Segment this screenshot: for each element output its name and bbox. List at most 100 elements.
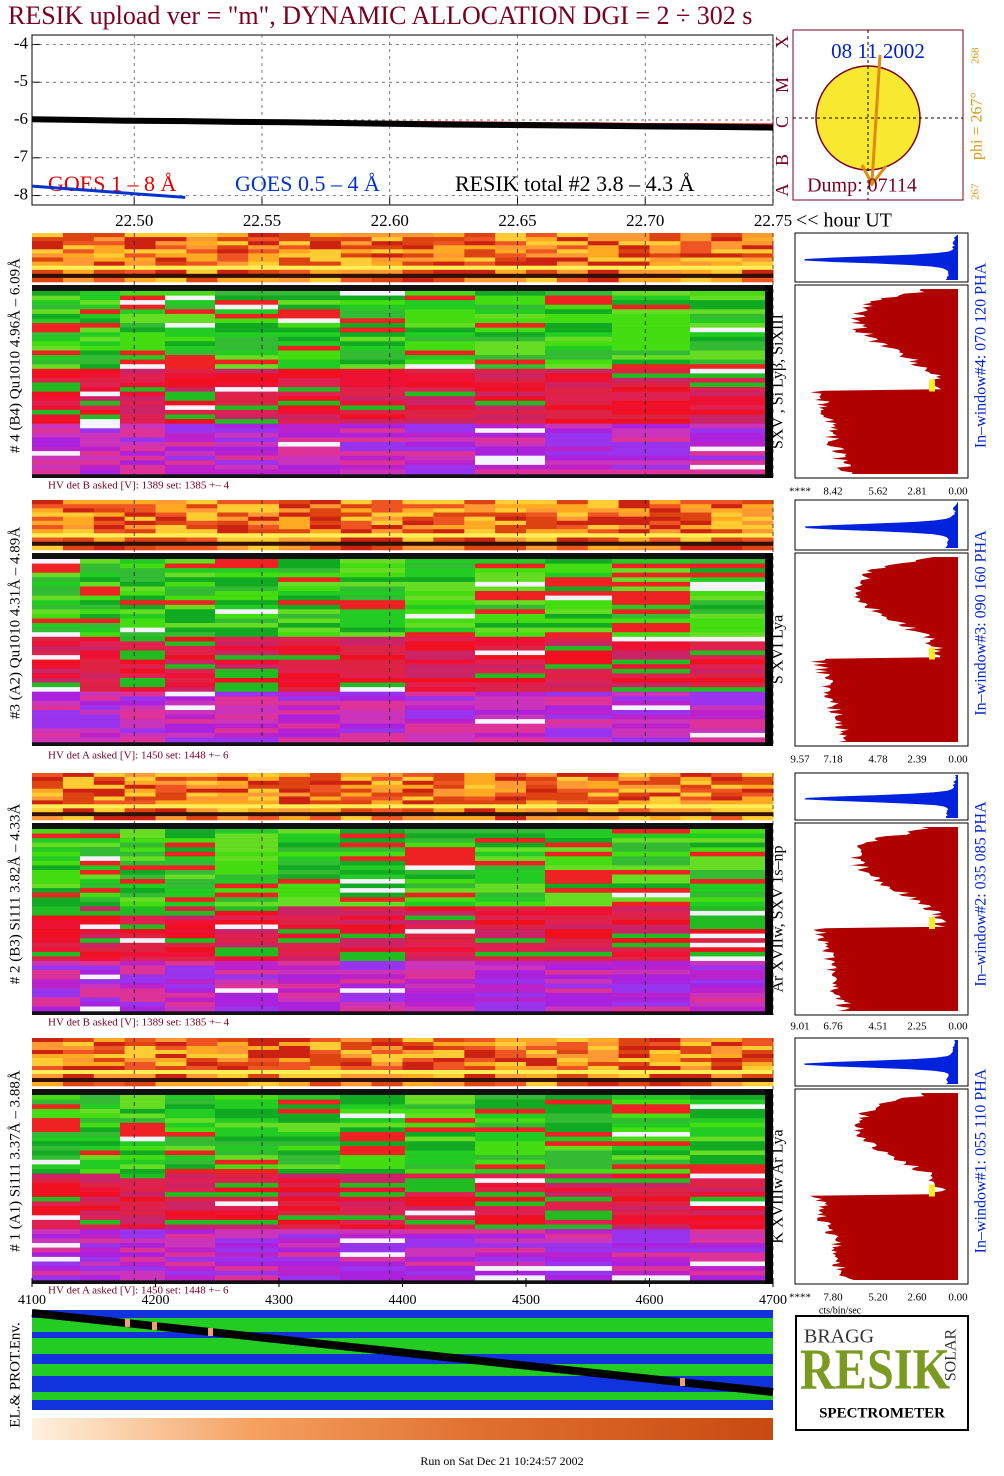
- strip-cell: [495, 808, 527, 813]
- strip-cell: [155, 277, 187, 283]
- strip-cell: [587, 541, 620, 547]
- spectrogram-cell: [545, 419, 612, 424]
- spectrogram-cell: [475, 359, 545, 365]
- strip-cell: [464, 816, 496, 821]
- spectrogram-cell: [690, 409, 765, 415]
- spectrogram-cell: [120, 961, 165, 966]
- strip-cell: [279, 1050, 311, 1055]
- strip-cell: [742, 545, 774, 551]
- channel-window: In–window#3: 090 160 PHA: [973, 530, 990, 716]
- spectrogram-cell: [32, 345, 80, 351]
- spectrogram-cell: [215, 572, 278, 578]
- strip-cell: [618, 237, 650, 242]
- spectrogram-cell: [32, 572, 80, 578]
- strip-cell: [587, 516, 620, 522]
- spectrogram-cell: [612, 1145, 690, 1151]
- spectrogram-cell: [165, 636, 215, 642]
- spectrogram-cell: [475, 979, 545, 984]
- spectrogram-cell: [405, 645, 475, 651]
- spectrogram-cell: [215, 1270, 278, 1276]
- spectrogram-cell: [120, 400, 165, 406]
- strip-cell: [464, 249, 496, 254]
- spectrogram-cell: [405, 559, 475, 564]
- env-marker: [208, 1328, 213, 1336]
- spectrogram-cell: [405, 1229, 475, 1234]
- spectrogram-cell: [475, 641, 545, 647]
- spectrogram-cell: [690, 983, 765, 989]
- spectrogram-cell: [340, 879, 405, 884]
- spectrogram-cell: [165, 1266, 215, 1271]
- strip-cell: [433, 249, 465, 254]
- spectrogram-cell: [545, 645, 612, 651]
- spectrogram-cell: [120, 965, 165, 971]
- spectrogram-cell: [405, 1145, 475, 1151]
- spectrogram-cell: [340, 664, 405, 670]
- spectrogram-cell: [475, 956, 545, 962]
- spectrogram-cell: [475, 1219, 545, 1225]
- strip-cell: [93, 1038, 126, 1043]
- spectrogram-cell: [405, 897, 475, 903]
- strip-cell: [371, 512, 403, 517]
- spectrogram-cell: [690, 451, 765, 456]
- spectrogram-cell: [120, 956, 165, 962]
- spectrogram-cell: [32, 627, 80, 633]
- spectrogram-cell: [32, 423, 80, 429]
- strip-cell: [124, 776, 156, 782]
- strip-cell: [526, 1082, 558, 1087]
- strip-cell: [402, 780, 434, 785]
- spectrogram-cell: [165, 1169, 215, 1174]
- strip-cell: [464, 520, 496, 526]
- strip-cell: [587, 1070, 620, 1075]
- spectrogram-cell: [32, 1141, 80, 1147]
- spectrogram-cell: [278, 432, 340, 438]
- strip-cell: [618, 545, 650, 551]
- spectrogram-cell: [690, 897, 765, 903]
- spectrogram-cell: [120, 1206, 165, 1211]
- spectrogram-cell: [612, 359, 690, 365]
- strip-cell: [279, 776, 311, 782]
- spectrogram-cell: [215, 428, 278, 434]
- strip-cell: [62, 545, 95, 551]
- strip-cell: [464, 784, 496, 789]
- strip-cell: [618, 516, 650, 522]
- strip-cell: [217, 504, 249, 509]
- spectrogram-cell: [340, 951, 405, 957]
- strip-cell: [680, 780, 712, 785]
- spectrogram-cell: [475, 992, 545, 998]
- strip-cell: [248, 816, 280, 821]
- strip-cell: [433, 233, 465, 238]
- spectrogram-cell: [340, 1275, 405, 1281]
- strip-cell: [93, 504, 126, 509]
- spectrogram-cell: [165, 373, 215, 379]
- spectrogram-cell: [340, 1252, 405, 1258]
- spectrogram-cell: [120, 668, 165, 674]
- spectrogram-cell: [340, 979, 405, 984]
- spectrogram-cell: [340, 1215, 405, 1221]
- strip-cell: [309, 1058, 342, 1063]
- spectrogram-cell: [545, 600, 612, 606]
- spectrogram-cell: [545, 879, 612, 884]
- spectrogram-cell: [278, 350, 340, 356]
- spectrogram-cell: [32, 1247, 80, 1253]
- spectrogram-cell: [80, 951, 120, 957]
- spectrogram-cell: [215, 942, 278, 948]
- strip-cell: [649, 253, 681, 258]
- strip-cell: [155, 541, 187, 547]
- spectrogram-cell: [690, 1261, 765, 1267]
- spectrogram-cell: [165, 1118, 215, 1123]
- strip-cell: [248, 249, 280, 254]
- strip-cell: [248, 804, 280, 809]
- spectrogram-cell: [545, 1159, 612, 1165]
- spectrogram-cell: [340, 910, 405, 916]
- spectrogram-cell: [278, 901, 340, 907]
- spectrogram-cell: [165, 1187, 215, 1193]
- strip-cell: [155, 780, 187, 785]
- spectrogram-cell: [32, 696, 80, 702]
- strip-cell: [587, 1050, 620, 1055]
- spectrogram-cell: [405, 313, 475, 319]
- strip-cell: [62, 508, 95, 513]
- strip-cell: [680, 792, 712, 797]
- spectrogram-cell: [405, 1164, 475, 1170]
- strip-cell: [711, 520, 743, 526]
- spectrogram-cell: [545, 559, 612, 564]
